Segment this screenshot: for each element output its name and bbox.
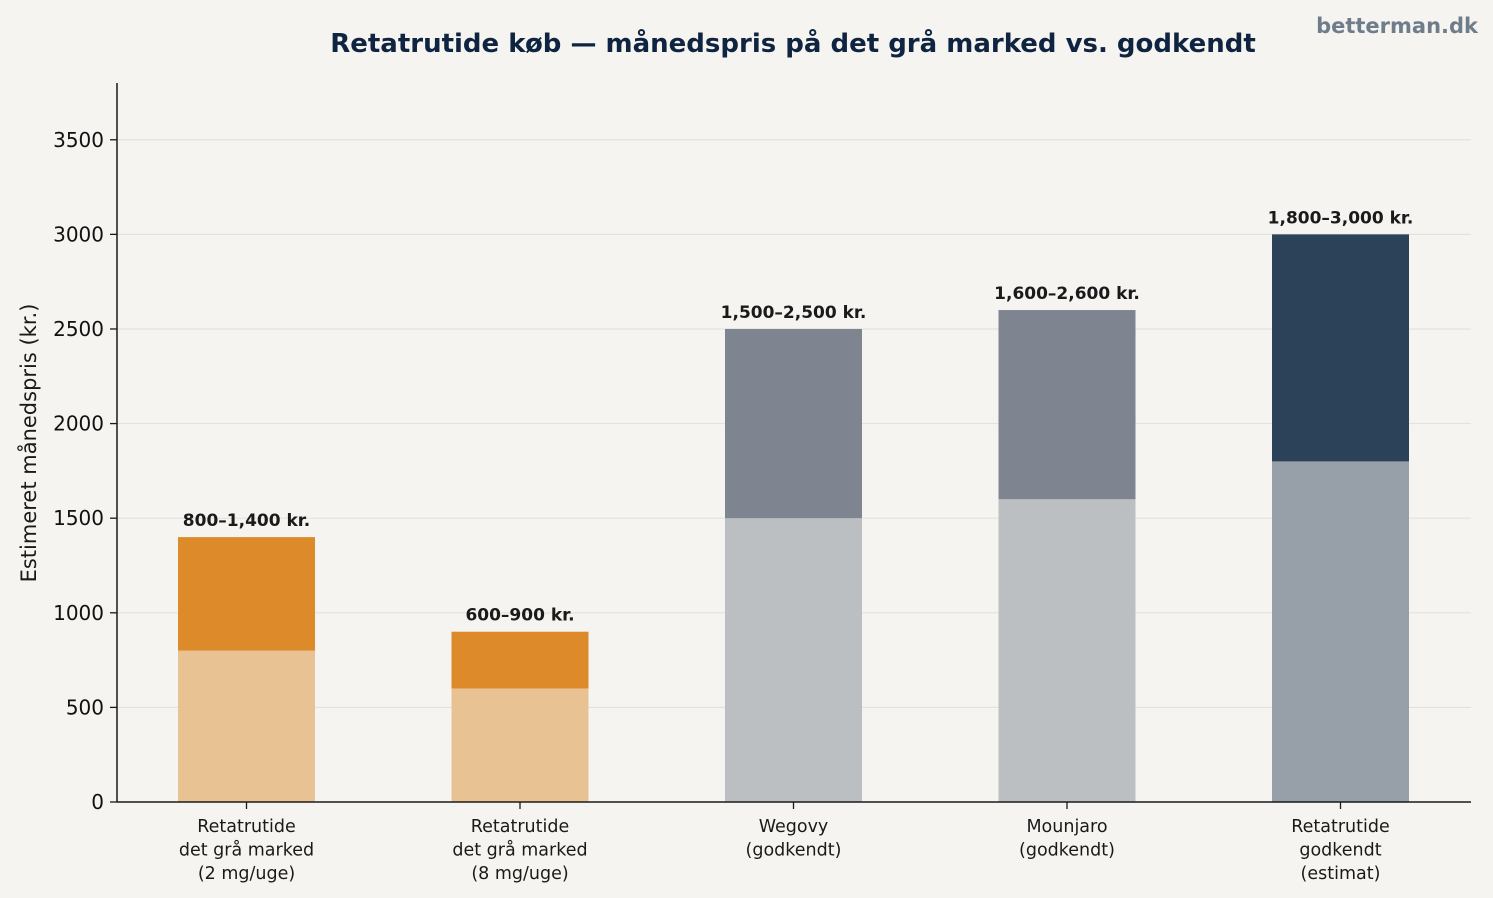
x-tick-label-line: det grå marked (179, 840, 314, 861)
y-tick-label: 500 (66, 695, 104, 719)
x-tick-label-line: (2 mg/uge) (198, 864, 295, 884)
x-tick-label-line: (estimat) (1301, 864, 1381, 884)
x-tick-label-line: Retatrutide (1291, 817, 1389, 837)
bar-low-segment (998, 499, 1136, 802)
bar-low-segment (178, 650, 315, 802)
watermark: betterman.dk (1316, 14, 1479, 38)
bars (178, 234, 1409, 802)
bar-range-segment (178, 537, 315, 651)
data-label: 600–900 kr. (465, 606, 574, 626)
data-label: 800–1,400 kr. (183, 511, 310, 531)
bar-low-segment (451, 688, 589, 802)
bar-low-segment (725, 518, 862, 802)
x-tick-label-line: Wegovy (759, 817, 829, 837)
y-tick-label: 0 (91, 790, 104, 814)
bar-range-segment (451, 631, 589, 689)
x-tick-label-line: (godkendt) (746, 841, 842, 861)
bar-labels: 800–1,400 kr. 600–900 kr. 1,500–2,500 kr. 1… (183, 208, 1414, 625)
bar-range-segment (725, 328, 862, 519)
bar-low-segment (1272, 461, 1409, 802)
x-tick-label-line: (8 mg/uge) (471, 864, 568, 884)
y-tick-label: 3500 (53, 128, 104, 152)
bar-range-segment (998, 310, 1136, 500)
data-label: 1,800–3,000 kr. (1268, 208, 1414, 228)
y-axis-label: Estimeret månedspris (kr.) (16, 304, 41, 583)
data-label: 1,500–2,500 kr. (721, 303, 867, 323)
x-tick-label-line: Retatrutide (471, 817, 569, 837)
y-tick-label: 2000 (53, 412, 104, 436)
x-tick-label: Retatrutide det grå marked (2 mg/uge) (179, 817, 314, 884)
axes: 0 500 1000 1500 2000 2500 3000 3500 Retatrutide d… (53, 83, 1471, 884)
x-tick-label-line: godkendt (1299, 841, 1381, 861)
x-tick-label-line: Mounjaro (1026, 817, 1107, 837)
x-tick-label-line: (godkendt) (1019, 841, 1115, 861)
data-label: 1,600–2,600 kr. (994, 284, 1140, 304)
y-tick-label: 3000 (53, 222, 104, 246)
y-tick-label: 1000 (53, 601, 104, 625)
x-tick-label-line: det grå marked (452, 840, 587, 861)
x-tick-label: Mounjaro (godkendt) (1019, 817, 1115, 861)
x-tick-label-line: Retatrutide (197, 817, 295, 837)
x-tick-label: Retatrutide godkendt (estimat) (1291, 817, 1389, 884)
y-tick-label: 2500 (53, 317, 104, 341)
chart-title: Retatrutide køb — månedspris på det grå … (330, 27, 1256, 59)
x-tick-label: Wegovy (godkendt) (746, 817, 842, 861)
bar-range-segment (1272, 234, 1409, 462)
x-tick-label: Retatrutide det grå marked (8 mg/uge) (452, 817, 587, 884)
y-tick-label: 1500 (53, 506, 104, 530)
